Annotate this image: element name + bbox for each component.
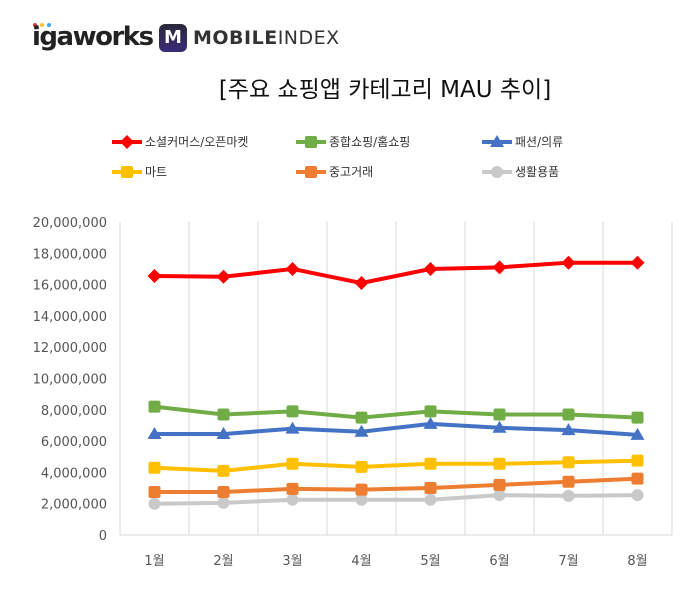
data-point <box>424 405 437 418</box>
series-line <box>154 421 638 437</box>
data-point <box>630 427 645 440</box>
y-tick-label: 2,000,000 <box>41 498 107 513</box>
data-point <box>147 268 162 283</box>
legend-marker <box>305 166 317 178</box>
data-point <box>493 457 506 470</box>
legend-marker <box>491 166 503 178</box>
x-tick-label: 7월 <box>558 554 578 569</box>
x-tick-label: 3월 <box>282 554 302 569</box>
legend-marker <box>121 166 133 178</box>
data-point <box>631 454 644 467</box>
x-tick-label: 2월 <box>213 554 233 569</box>
data-point <box>216 269 231 284</box>
data-point <box>217 485 230 498</box>
data-point <box>424 493 437 506</box>
x-tick-label: 1월 <box>144 554 164 569</box>
data-point <box>424 482 437 495</box>
y-tick-label: 18,000,000 <box>33 247 107 262</box>
y-tick-label: 6,000,000 <box>41 435 107 450</box>
legend-label: 패션/의류 <box>515 135 563 149</box>
y-tick-label: 4,000,000 <box>41 466 107 481</box>
y-tick-label: 16,000,000 <box>33 279 107 294</box>
data-point <box>354 424 369 437</box>
data-point <box>423 261 438 276</box>
series-line <box>154 458 638 473</box>
data-point <box>354 276 369 291</box>
logo-dots <box>33 23 51 27</box>
data-point <box>562 456 575 469</box>
y-tick-label: 10,000,000 <box>33 373 107 388</box>
data-point <box>147 427 162 440</box>
legend-label: 중고거래 <box>329 165 373 179</box>
y-tick-label: 0 <box>99 529 107 544</box>
legend-marker <box>490 135 504 147</box>
series-line <box>154 476 638 494</box>
data-point <box>286 482 299 495</box>
legend-label: 소셜커머스/오픈마켓 <box>145 135 248 149</box>
chart-title: [주요 쇼핑앱 카테고리 MAU 추이] <box>218 77 552 103</box>
data-point <box>424 457 437 470</box>
igaworks-logo: igaworks <box>32 22 154 52</box>
legend-label: 생활용품 <box>515 165 559 179</box>
data-point <box>286 493 299 506</box>
x-tick-label: 4월 <box>351 554 371 569</box>
series-line <box>154 493 638 506</box>
legend-label: 종합쇼핑/홈쇼핑 <box>329 135 410 149</box>
data-point <box>355 460 368 473</box>
data-point <box>631 411 644 424</box>
data-point <box>148 497 161 510</box>
data-point <box>561 423 576 436</box>
data-point <box>216 427 231 440</box>
data-point <box>630 255 645 270</box>
data-point <box>217 408 230 421</box>
data-point <box>148 485 161 498</box>
x-tick-label: 6월 <box>489 554 509 569</box>
legend-label: 마트 <box>145 165 167 179</box>
y-tick-label: 8,000,000 <box>41 404 107 419</box>
x-tick-label: 8월 <box>627 554 647 569</box>
y-tick-label: 12,000,000 <box>33 341 107 356</box>
data-point <box>493 408 506 421</box>
data-point <box>561 255 576 270</box>
data-point <box>492 260 507 275</box>
data-point <box>286 457 299 470</box>
data-point <box>562 489 575 502</box>
mobileindex-logo: MOBILEINDEX <box>193 27 340 49</box>
data-point <box>355 493 368 506</box>
data-point <box>148 400 161 413</box>
data-point <box>631 489 644 502</box>
data-point <box>285 261 300 276</box>
data-point <box>562 475 575 488</box>
legend-marker <box>120 135 134 149</box>
data-point <box>355 483 368 496</box>
y-tick-label: 20,000,000 <box>33 216 107 231</box>
data-point <box>562 408 575 421</box>
data-point <box>148 461 161 474</box>
mobileindex-logo-mark: M <box>159 24 187 52</box>
data-point <box>492 420 507 433</box>
y-tick-label: 14,000,000 <box>33 310 107 325</box>
data-point <box>631 472 644 485</box>
series-line <box>154 260 638 286</box>
data-point <box>493 478 506 491</box>
data-point <box>217 464 230 477</box>
legend-marker <box>305 136 317 148</box>
data-point <box>217 496 230 509</box>
data-point <box>423 416 438 429</box>
data-point <box>493 489 506 502</box>
data-point <box>285 421 300 434</box>
series-line <box>154 404 638 420</box>
data-point <box>355 411 368 424</box>
x-tick-label: 5월 <box>420 554 440 569</box>
data-point <box>286 405 299 418</box>
